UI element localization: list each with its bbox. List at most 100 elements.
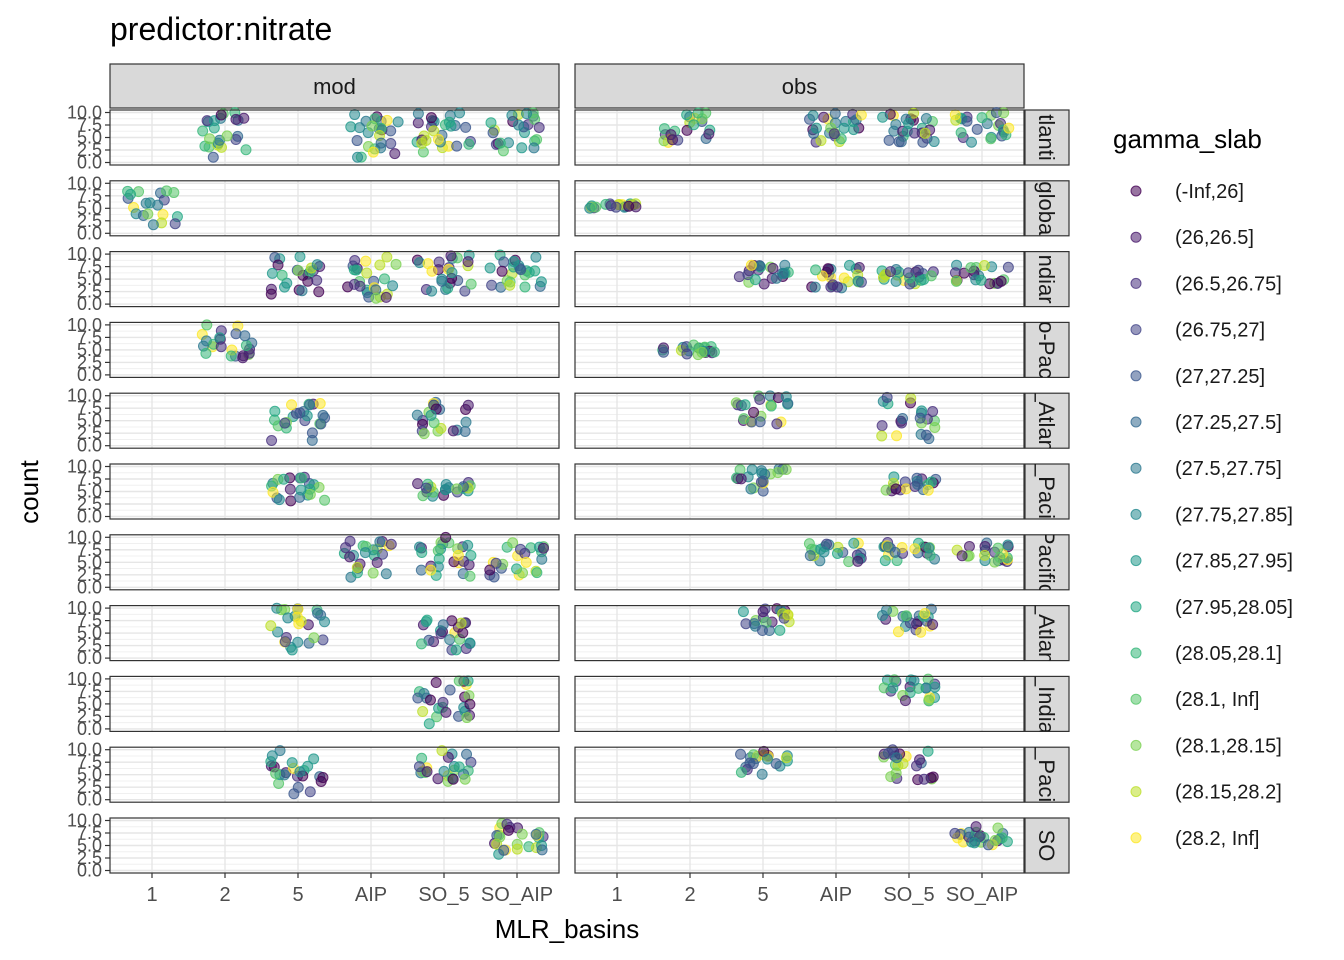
data-point	[418, 428, 430, 440]
legend-key	[1130, 555, 1142, 567]
data-point	[961, 115, 973, 127]
data-point	[923, 694, 935, 706]
data-point	[147, 219, 159, 231]
data-point	[385, 138, 397, 150]
data-point	[311, 274, 323, 286]
y-tick-label: 5.0	[77, 623, 102, 643]
data-point	[513, 119, 525, 131]
row-strip-label: _Paci	[1034, 746, 1059, 802]
data-point	[486, 279, 498, 291]
data-point	[739, 399, 751, 411]
data-point	[490, 557, 502, 569]
data-point	[1002, 539, 1014, 551]
y-tick-label: 0.0	[77, 790, 102, 810]
data-point	[968, 837, 980, 849]
data-point	[809, 281, 821, 293]
data-point	[465, 549, 477, 561]
y-tick-label: 0.0	[77, 719, 102, 739]
data-point	[420, 482, 432, 494]
data-point	[438, 765, 450, 777]
data-point	[295, 472, 307, 484]
data-point	[998, 107, 1010, 119]
data-point	[295, 484, 307, 496]
data-point	[392, 116, 404, 128]
legend-label: (27.75,27.85]	[1175, 504, 1293, 526]
data-point	[385, 125, 397, 137]
data-point	[923, 542, 935, 554]
data-point	[891, 752, 903, 764]
data-point	[273, 494, 285, 506]
data-point	[237, 352, 249, 364]
y-tick-label: 2.5	[77, 494, 102, 514]
row-strip	[1024, 746, 1070, 803]
data-point	[349, 109, 361, 121]
legend-label: (27,27.25]	[1175, 366, 1265, 388]
data-point	[848, 537, 860, 549]
data-point	[292, 265, 304, 277]
row-strip	[1024, 534, 1070, 591]
data-point	[292, 636, 304, 648]
legend-key	[1130, 185, 1142, 197]
data-point	[927, 618, 939, 630]
x-tick-label: 5	[757, 884, 768, 906]
data-point	[818, 111, 830, 123]
data-point	[533, 121, 545, 133]
data-point	[956, 550, 968, 562]
data-point	[450, 644, 462, 656]
data-point	[758, 278, 770, 290]
data-point	[304, 786, 316, 798]
data-point	[494, 137, 506, 149]
data-point	[460, 416, 472, 428]
legend-key	[1130, 693, 1142, 705]
data-point	[876, 420, 888, 432]
data-point	[418, 688, 430, 700]
y-tick-label: 10.0	[67, 315, 102, 335]
data-points	[122, 107, 1015, 860]
y-tick-label: 5.0	[77, 836, 102, 856]
data-point	[412, 108, 424, 120]
data-point	[516, 142, 528, 154]
legend-key	[1130, 416, 1142, 428]
row-strip	[1024, 109, 1070, 166]
data-point	[451, 140, 463, 152]
y-tick-label: 0.0	[77, 436, 102, 456]
data-point	[416, 547, 428, 559]
row-strip	[1024, 392, 1070, 449]
legend-key	[1130, 786, 1142, 798]
data-point	[912, 478, 924, 490]
panel-border	[574, 321, 1025, 378]
row-strip-label: _Paci	[1034, 463, 1059, 519]
data-point	[735, 748, 747, 760]
data-point	[142, 208, 154, 220]
data-point	[380, 568, 392, 580]
data-point	[922, 745, 934, 757]
data-point	[767, 262, 779, 274]
data-point	[230, 328, 242, 340]
data-point	[269, 405, 281, 417]
data-point	[929, 681, 941, 693]
data-point	[352, 151, 364, 163]
data-point	[272, 259, 284, 271]
data-point	[319, 616, 331, 628]
data-point	[308, 632, 320, 644]
data-point	[461, 712, 473, 724]
y-tick-label: 10.0	[67, 811, 102, 831]
data-point	[912, 264, 924, 276]
y-tick-label: 0.0	[77, 365, 102, 385]
row-strip-label: _Atlan	[1034, 601, 1059, 664]
data-point	[240, 144, 252, 156]
legend-key	[1130, 231, 1142, 243]
data-point	[436, 745, 448, 757]
data-point	[745, 259, 757, 271]
data-point	[494, 831, 506, 843]
data-point	[971, 123, 983, 135]
data-point	[447, 425, 459, 437]
data-point	[877, 111, 889, 123]
data-point	[746, 464, 758, 476]
data-point	[267, 486, 279, 498]
data-point	[461, 748, 473, 760]
data-point	[447, 773, 459, 785]
legend-key	[1130, 508, 1142, 520]
data-point	[520, 556, 532, 568]
